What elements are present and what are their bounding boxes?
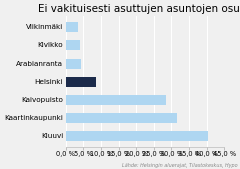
Bar [66, 131, 208, 141]
Bar [66, 77, 96, 87]
Bar [66, 113, 177, 123]
Bar [66, 40, 80, 50]
Title: Ei vakituisesti asuttujen asuntojen osuus: Ei vakituisesti asuttujen asuntojen osuu… [38, 4, 240, 14]
Bar [66, 95, 166, 105]
Bar [66, 22, 78, 32]
Text: Lähde: Helsingin aluerajat, Tilastokeskus, Hypo: Lähde: Helsingin aluerajat, Tilastokesku… [122, 163, 238, 168]
Bar [66, 59, 81, 69]
